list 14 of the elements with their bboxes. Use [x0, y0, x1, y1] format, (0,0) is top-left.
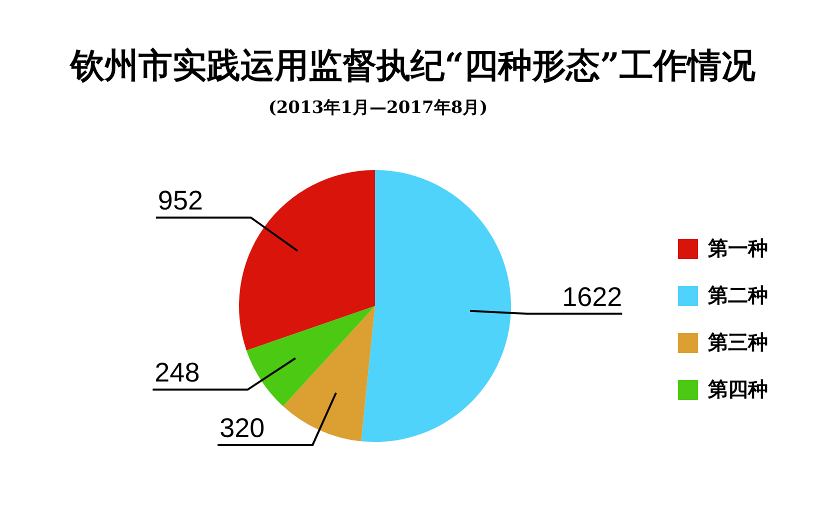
data-label: 320 [220, 412, 265, 443]
pie-slice [239, 170, 375, 350]
chart-title: 钦州市实践运用监督执纪“四种形态”工作情况 [68, 45, 757, 88]
pie-slice [246, 306, 375, 406]
legend-label: 第二种 [708, 282, 768, 309]
data-label: 248 [154, 358, 200, 388]
pie-slice [283, 306, 375, 442]
data-label: 1622 [562, 282, 622, 312]
legend-label: 第四种 [708, 376, 768, 403]
legend-label: 第三种 [708, 329, 768, 356]
pie-slice [361, 170, 511, 442]
data-label: 952 [158, 186, 203, 216]
legend-label: 第一种 [708, 235, 768, 262]
chart-subtitle: (2013年1月—2017年8月) [267, 97, 489, 119]
